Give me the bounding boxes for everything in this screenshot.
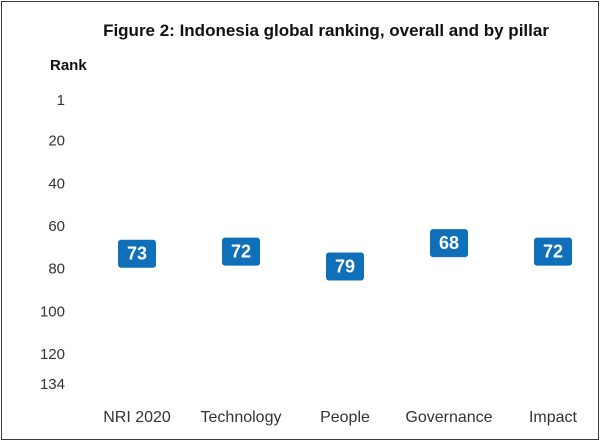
y-tick-label: 120 <box>40 346 65 363</box>
x-category-label: Technology <box>201 409 282 426</box>
y-tick-label: 1 <box>57 92 65 109</box>
y-tick-label: 80 <box>48 261 65 278</box>
y-axis-label: Rank <box>50 57 87 74</box>
y-tick-label: 60 <box>48 218 65 235</box>
y-tick-label: 40 <box>48 175 65 192</box>
rank-value-label: 72 <box>231 242 251 262</box>
x-category-label: NRI 2020 <box>103 409 171 426</box>
y-tick-label: 100 <box>40 303 65 320</box>
x-category-label: Governance <box>405 409 492 426</box>
rank-value-label: 73 <box>127 244 147 264</box>
x-category-label: People <box>320 409 370 426</box>
rank-marker <box>118 239 156 268</box>
rank-value-label: 72 <box>543 242 563 262</box>
rank-value-label: 79 <box>335 257 355 277</box>
rank-markers: 73 72 79 68 72 <box>118 229 572 281</box>
rank-value-label: 68 <box>439 233 459 253</box>
y-tick-label: 134 <box>40 376 65 393</box>
rank-marker <box>534 237 572 266</box>
rank-marker <box>430 229 468 258</box>
rank-marker <box>326 252 364 281</box>
rank-marker <box>222 237 260 266</box>
x-category-label: Impact <box>529 409 578 426</box>
y-tick-label: 20 <box>48 133 65 150</box>
x-axis-categories: NRI 2020 Technology People Governance Impact <box>103 409 577 426</box>
chart-title: Figure 2: Indonesia global ranking, over… <box>103 21 549 40</box>
